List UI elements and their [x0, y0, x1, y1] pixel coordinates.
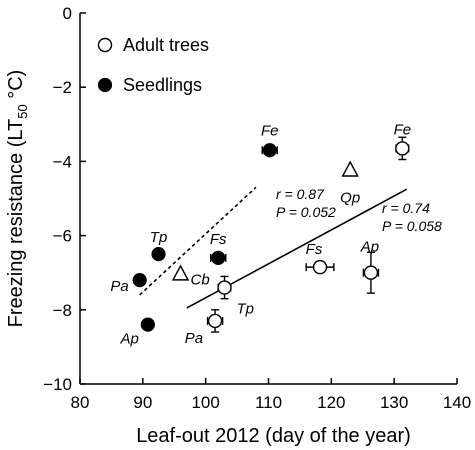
- point-label-seedlings-pa: Pa: [110, 278, 128, 295]
- point-seedlings-fs: [211, 250, 226, 265]
- legend-marker-seedlings: [97, 77, 113, 93]
- y-tick-label: −8: [53, 301, 72, 320]
- point-label-adult-trees-pa: Pa: [185, 330, 203, 347]
- regression-line-seedlings: [139, 186, 257, 296]
- point-label-adult-trees-fe: Fe: [394, 121, 412, 138]
- point-seedlings-pa: [132, 273, 147, 288]
- legend-marker-adult-trees: [97, 37, 113, 53]
- y-tick-label: 0: [63, 4, 72, 23]
- legend-label-adult-trees: Adult trees: [123, 35, 209, 55]
- data-points: [132, 136, 410, 333]
- point-other-qp: [341, 160, 359, 177]
- point-label-seedlings-ap: Ap: [120, 331, 139, 348]
- y-tick-label: −10: [43, 375, 72, 394]
- x-tick-label: 130: [380, 393, 408, 412]
- point-label-seedlings-tp: Tp: [150, 229, 168, 246]
- point-adult-trees-ap: [363, 265, 379, 280]
- regression-stats: r = 0.87 P = 0.052 r = 0.74 P = 0.058: [276, 186, 442, 234]
- stat-p-seedlings: P = 0.052: [276, 204, 336, 220]
- x-tick-label: 90: [133, 393, 152, 412]
- stat-p-adult-trees: P = 0.058: [382, 218, 442, 234]
- y-tick-label: −6: [53, 227, 72, 246]
- point-adult-trees-pa: [207, 313, 223, 329]
- y-axis-title-subscript: 50: [15, 104, 30, 118]
- y-axis-title-main: Freezing resistance (LT: [5, 119, 27, 328]
- y-tick-label: −2: [53, 78, 72, 97]
- point-adult-trees-fe: [395, 141, 410, 156]
- y-tick-label: −4: [53, 152, 72, 171]
- x-axis-title: Leaf-out 2012 (day of the year): [136, 425, 411, 447]
- point-labels: Fe Fs Ap Tp Pa Fe Tp Fs Pa Ap Qp Cb: [110, 121, 411, 347]
- point-seedlings-fe: [262, 143, 277, 158]
- y-axis-title-unit: °C): [5, 70, 27, 105]
- x-tick-label: 80: [71, 393, 90, 412]
- x-tick-label: 120: [317, 393, 345, 412]
- point-label-other-qp: Qp: [340, 190, 360, 207]
- point-label-seedlings-fs: Fs: [210, 231, 227, 248]
- point-label-other-cb: Cb: [191, 272, 210, 289]
- axes: 80 90 100 110 120 130 140 0 −2 −4 −6 −8 −10: [43, 4, 471, 412]
- stat-r-adult-trees: r = 0.74: [382, 200, 430, 216]
- point-label-adult-trees-ap: Ap: [360, 239, 379, 256]
- point-label-adult-trees-fs: Fs: [306, 241, 323, 258]
- point-other-cb: [171, 264, 190, 281]
- x-tick-label: 100: [191, 393, 219, 412]
- point-adult-trees-fs: [312, 259, 328, 275]
- x-tick-label: 140: [443, 393, 471, 412]
- point-label-seedlings-fe: Fe: [261, 122, 279, 139]
- point-adult-trees-tp: [217, 280, 232, 295]
- stat-r-seedlings: r = 0.87: [276, 186, 325, 202]
- point-seedlings-ap: [140, 317, 155, 332]
- x-tick-label: 110: [255, 393, 282, 412]
- legend: Adult trees Seedlings: [97, 35, 209, 95]
- legend-label-seedlings: Seedlings: [123, 75, 202, 95]
- point-seedlings-tp: [151, 247, 166, 262]
- y-axis-title: Freezing resistance (LT50 °C): [5, 70, 30, 328]
- point-label-adult-trees-tp: Tp: [237, 301, 255, 318]
